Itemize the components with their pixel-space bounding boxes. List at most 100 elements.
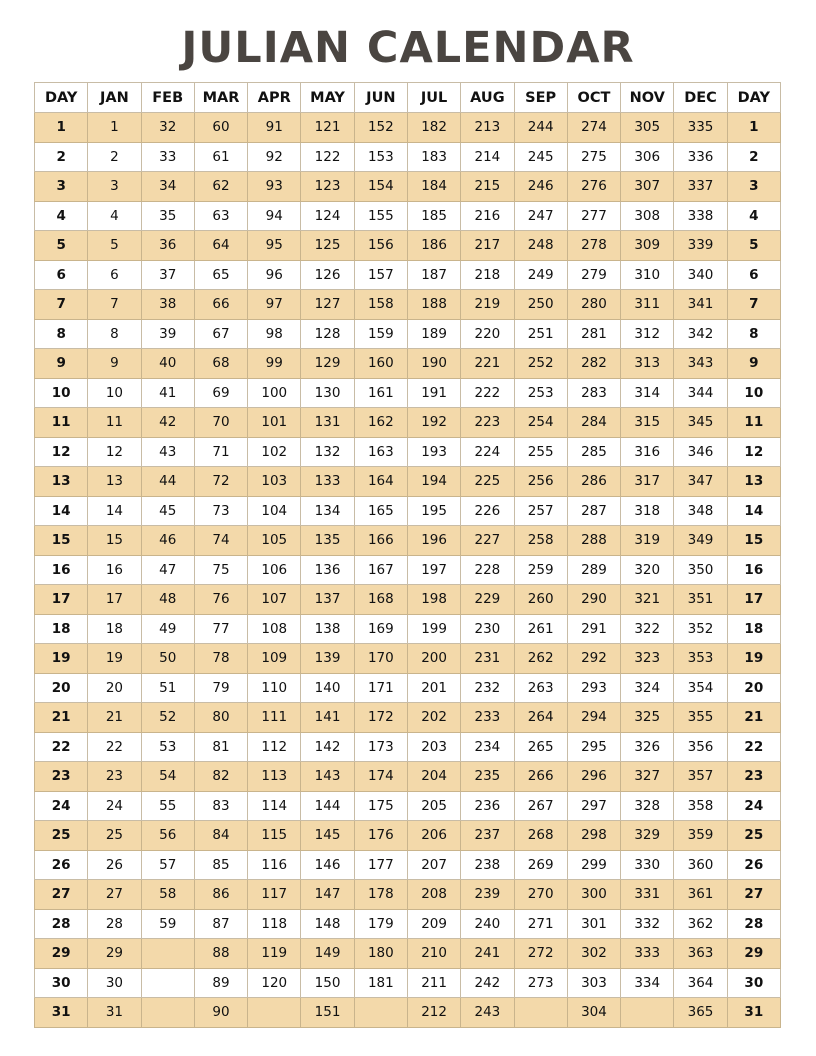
julian-day-cell: 211 — [406, 967, 462, 998]
julian-day-cell: 301 — [566, 908, 622, 939]
julian-day-cell: 253 — [513, 377, 568, 408]
day-cell: 21 — [33, 702, 89, 733]
julian-day-cell: 297 — [566, 790, 622, 821]
julian-day-cell: 40 — [140, 348, 195, 379]
day-cell: 3 — [726, 171, 782, 202]
julian-day-cell: 155 — [353, 200, 408, 231]
table-row: 8 8 39 67 98 128 159 189 220 251 281 312 342 8 — [33, 318, 782, 349]
julian-day-cell: 131 — [300, 407, 355, 438]
day-cell: 9 — [33, 348, 89, 379]
table-row: 3 3 34 62 93 123 154 184 215 246 276 307 337 3 — [33, 171, 782, 202]
julian-day-cell: 243 — [460, 997, 515, 1028]
julian-day-cell: 148 — [300, 908, 355, 939]
table-row: 9 9 40 68 99 129 160 190 221 252 282 313 343 9 — [33, 348, 782, 379]
day-cell: 25 — [726, 820, 782, 851]
julian-day-cell: 286 — [566, 466, 622, 497]
julian-day-cell: 183 — [406, 141, 462, 172]
julian-day-cell: 136 — [300, 554, 355, 585]
julian-day-cell: 283 — [566, 377, 622, 408]
julian-day-cell: 151 — [300, 997, 355, 1028]
julian-day-cell: 3 — [87, 171, 142, 202]
day-cell: 1 — [33, 112, 89, 143]
julian-day-cell: 350 — [673, 554, 728, 585]
julian-day-cell: 133 — [300, 466, 355, 497]
julian-day-cell: 102 — [247, 436, 302, 467]
table-row: 26 26 57 85 116 146 177 207 238 269 299 330 360 26 — [33, 849, 782, 880]
julian-day-cell: 120 — [247, 967, 302, 998]
julian-day-cell: 262 — [513, 643, 568, 674]
julian-day-cell: 201 — [406, 672, 462, 703]
day-cell: 21 — [726, 702, 782, 733]
julian-day-cell: 268 — [513, 820, 568, 851]
julian-day-cell: 124 — [300, 200, 355, 231]
julian-day-cell: 18 — [87, 613, 142, 644]
julian-day-cell: 71 — [193, 436, 249, 467]
julian-day-cell: 298 — [566, 820, 622, 851]
julian-day-cell: 187 — [406, 259, 462, 290]
julian-day-cell: 317 — [620, 466, 675, 497]
column-header-nov: NOV — [620, 82, 675, 113]
julian-day-cell: 110 — [247, 672, 302, 703]
julian-day-cell: 96 — [247, 259, 302, 290]
julian-day-cell: 44 — [140, 466, 195, 497]
julian-day-cell: 206 — [406, 820, 462, 851]
julian-day-cell: 169 — [353, 613, 408, 644]
table-row: 6 6 37 65 96 126 157 187 218 249 279 310 340 6 — [33, 259, 782, 290]
julian-day-cell: 63 — [193, 200, 249, 231]
julian-day-cell: 237 — [460, 820, 515, 851]
julian-day-cell: 314 — [620, 377, 675, 408]
julian-day-cell: 171 — [353, 672, 408, 703]
julian-day-cell: 190 — [406, 348, 462, 379]
julian-day-cell: 221 — [460, 348, 515, 379]
julian-day-cell: 285 — [566, 436, 622, 467]
julian-day-cell: 260 — [513, 584, 568, 615]
julian-day-cell: 204 — [406, 761, 462, 792]
day-cell: 31 — [726, 997, 782, 1028]
table-row: 12 12 43 71 102 132 163 193 224 255 285 316 346 12 — [33, 436, 782, 467]
julian-day-cell: 238 — [460, 849, 515, 880]
julian-day-cell: 269 — [513, 849, 568, 880]
julian-day-cell: 205 — [406, 790, 462, 821]
day-cell: 5 — [726, 230, 782, 261]
julian-day-cell: 132 — [300, 436, 355, 467]
julian-day-cell: 241 — [460, 938, 515, 969]
day-cell: 30 — [33, 967, 89, 998]
julian-day-cell: 214 — [460, 141, 515, 172]
julian-day-cell: 10 — [87, 377, 142, 408]
julian-day-cell: 329 — [620, 820, 675, 851]
julian-day-cell: 38 — [140, 289, 195, 320]
julian-day-cell: 196 — [406, 525, 462, 556]
julian-day-cell: 72 — [193, 466, 249, 497]
julian-day-cell: 19 — [87, 643, 142, 674]
day-cell: 23 — [726, 761, 782, 792]
julian-day-cell: 123 — [300, 171, 355, 202]
julian-day-cell: 335 — [673, 112, 728, 143]
day-cell: 29 — [726, 938, 782, 969]
day-cell: 15 — [33, 525, 89, 556]
julian-day-cell: 65 — [193, 259, 249, 290]
julian-day-cell: 9 — [87, 348, 142, 379]
table-row: 24 24 55 83 114 144 175 205 236 267 297 328 358 24 — [33, 790, 782, 821]
julian-day-cell: 160 — [353, 348, 408, 379]
julian-day-cell: 363 — [673, 938, 728, 969]
julian-day-cell: 164 — [353, 466, 408, 497]
julian-day-cell: 138 — [300, 613, 355, 644]
julian-day-cell: 223 — [460, 407, 515, 438]
julian-day-cell: 328 — [620, 790, 675, 821]
julian-day-cell: 135 — [300, 525, 355, 556]
julian-day-cell: 213 — [460, 112, 515, 143]
julian-day-cell — [140, 967, 195, 998]
julian-day-cell: 235 — [460, 761, 515, 792]
julian-day-cell: 308 — [620, 200, 675, 231]
day-cell: 26 — [726, 849, 782, 880]
julian-day-cell: 319 — [620, 525, 675, 556]
julian-day-cell: 139 — [300, 643, 355, 674]
julian-calendar-table: DAY JAN FEB MAR APR MAY JUN JUL AUG SEP OCT NOV DEC D… — [33, 82, 782, 1028]
julian-day-cell: 334 — [620, 967, 675, 998]
julian-day-cell: 278 — [566, 230, 622, 261]
julian-day-cell: 345 — [673, 407, 728, 438]
julian-day-cell: 230 — [460, 613, 515, 644]
julian-day-cell: 321 — [620, 584, 675, 615]
julian-day-cell: 50 — [140, 643, 195, 674]
julian-day-cell: 32 — [140, 112, 195, 143]
